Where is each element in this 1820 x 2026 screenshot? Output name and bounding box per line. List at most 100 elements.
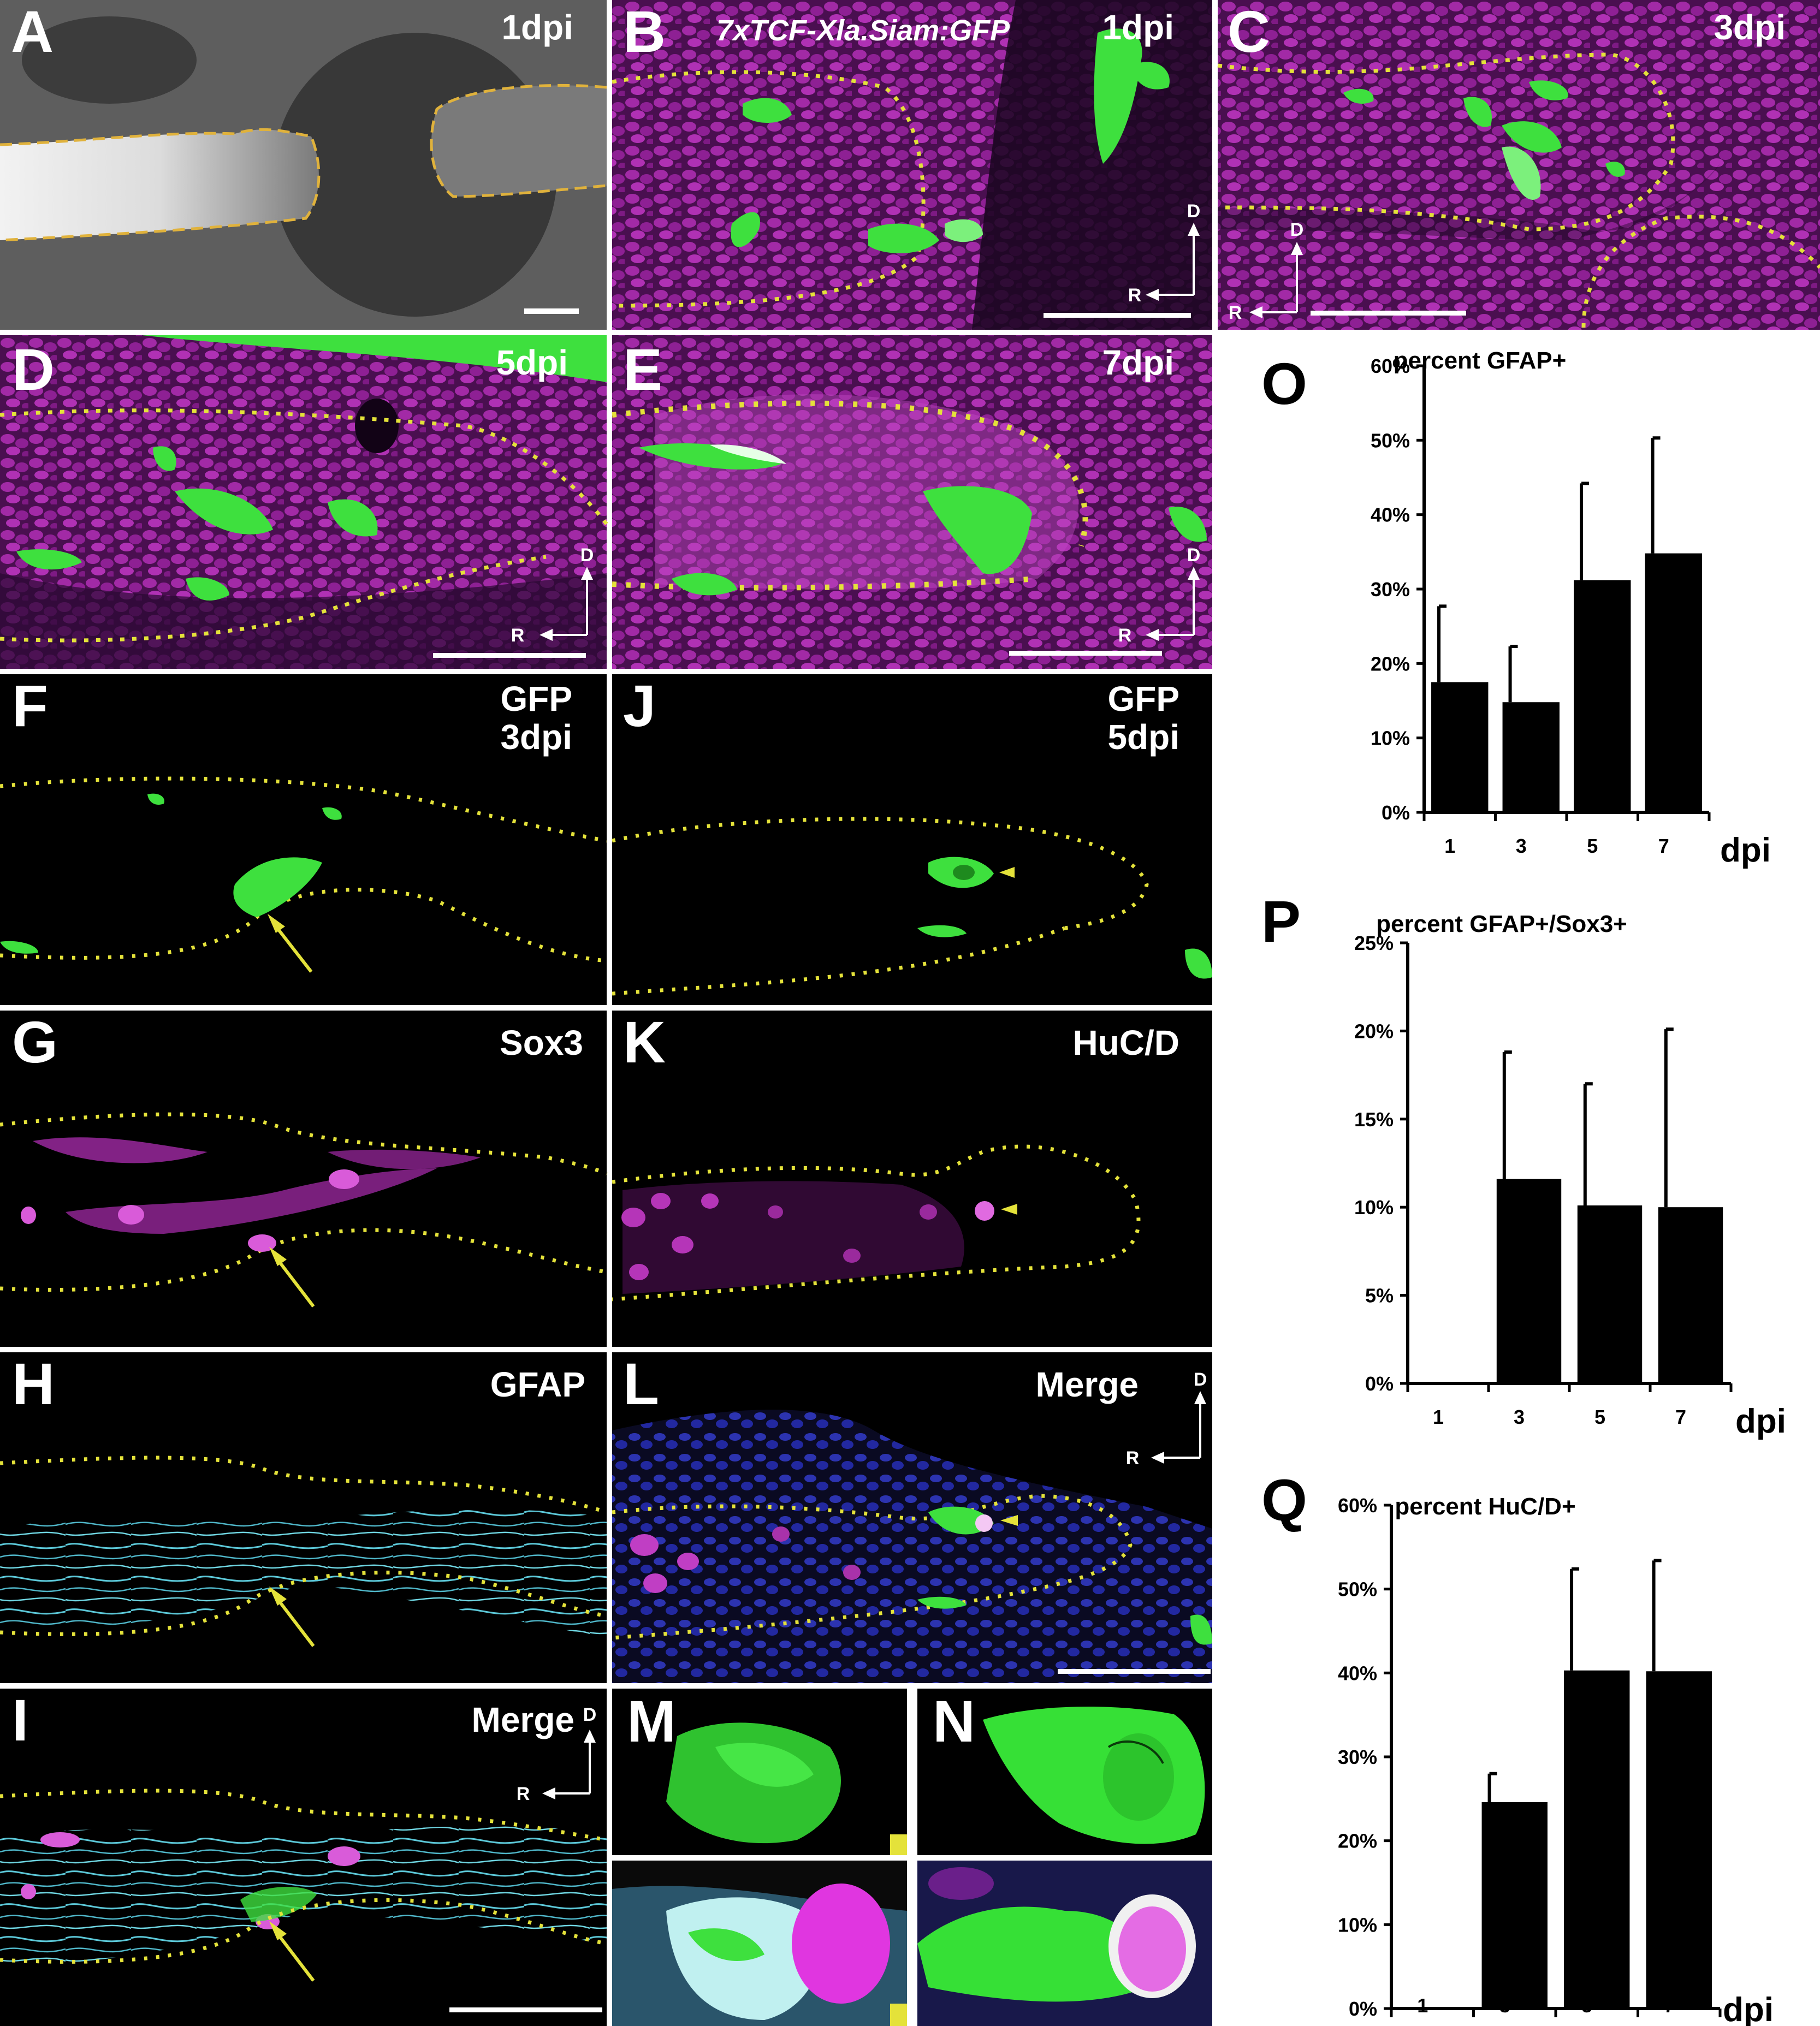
panel-e: D R E 7dpi [612, 335, 1212, 669]
panel-label: GFP [500, 679, 572, 718]
y-tick-label: 20% [1371, 652, 1410, 675]
bar [1646, 1671, 1712, 2009]
panel-letter: B [623, 0, 666, 64]
panel-letter: L [623, 1351, 659, 1417]
x-tick-label: 7 [1658, 835, 1669, 857]
panel-h: H GFAP [0, 1351, 608, 1683]
scale-bar [433, 653, 586, 658]
panel-letter: C [1228, 0, 1270, 64]
chart-title: percent HuC/D+ [1395, 1493, 1575, 1520]
y-tick-label: 50% [1371, 429, 1410, 451]
panel-f: F GFP 3dpi [0, 673, 607, 1005]
y-tick-label: 5% [1365, 1285, 1394, 1307]
dorsal-label: D [1187, 545, 1201, 566]
panel-l: D R L Merge [612, 1351, 1212, 1683]
panel-letter: N [933, 1688, 975, 1754]
panel-label: 7dpi [1102, 343, 1174, 382]
panel-letter: D [12, 336, 55, 402]
panel-letter: K [623, 1009, 666, 1075]
rostral-label: R [1229, 302, 1242, 323]
panel-e-image [612, 335, 1212, 669]
bar [1658, 1207, 1723, 1383]
panel-m: M [612, 1688, 907, 2026]
dorsal-label: D [583, 1704, 597, 1725]
panel-f-image [0, 674, 607, 1005]
panel-d: D R D 5dpi [0, 335, 608, 669]
x-tick-label: 1 [1444, 835, 1455, 857]
y-tick-label: 25% [1354, 932, 1394, 954]
y-tick-label: 60% [1371, 355, 1410, 377]
panel-label: HuC/D [1072, 1023, 1179, 1062]
scale-bar [449, 2007, 602, 2012]
panel-letter: J [623, 673, 656, 739]
panel-g: G Sox3 [0, 1009, 608, 1347]
x-axis-label: dpi [1723, 1991, 1774, 2026]
panel-label: Sox3 [500, 1023, 583, 1062]
x-tick-label: 1 [1433, 1406, 1444, 1428]
y-tick-label: 10% [1371, 727, 1410, 750]
dorsal-label: D [580, 545, 594, 566]
panel-letter: O [1261, 350, 1307, 417]
y-tick-label: 30% [1371, 578, 1410, 601]
panel-label: Merge [1036, 1365, 1139, 1404]
panel-title: 7xTCF-Xla.Siam:GFP [716, 14, 1010, 47]
panel-letter: M [627, 1688, 676, 1754]
rostral-label: R [511, 625, 525, 646]
x-tick-label: 1 [1417, 1994, 1428, 2017]
panel-label: Merge [472, 1700, 575, 1739]
panel-label: 5dpi [496, 343, 568, 382]
scale-bar [524, 308, 579, 314]
x-tick-label: 3 [1499, 1994, 1510, 2017]
orientation-marker: D R [1126, 1369, 1207, 1469]
bar [1574, 580, 1631, 812]
y-tick-label: 20% [1338, 1830, 1377, 1852]
panel-letter: F [12, 673, 48, 739]
bar [1577, 1205, 1643, 1383]
rostral-label: R [1128, 285, 1142, 306]
bar [1645, 553, 1702, 812]
panel-letter: G [12, 1009, 58, 1075]
chart-title: percent GFAP+/Sox3+ [1376, 911, 1627, 937]
y-tick-label: 40% [1371, 504, 1410, 526]
y-tick-label: 50% [1338, 1578, 1377, 1601]
panel-j-image [612, 674, 1212, 1005]
bar [1564, 1670, 1630, 2009]
y-tick-label: 60% [1338, 1494, 1377, 1517]
x-tick-label: 3 [1514, 1406, 1525, 1428]
dorsal-label: D [1194, 1369, 1207, 1390]
panel-letter: P [1261, 888, 1301, 954]
x-axis-label: dpi [1720, 831, 1771, 869]
y-tick-label: 20% [1354, 1020, 1394, 1042]
x-tick-label: 5 [1581, 1994, 1592, 2017]
bar [1431, 682, 1489, 812]
rostral-label: R [517, 1784, 530, 1804]
bar [1481, 1802, 1548, 2009]
x-tick-label: 5 [1587, 835, 1598, 857]
x-tick-label: 7 [1664, 1994, 1675, 2017]
scale-bar [1044, 313, 1191, 318]
panel-i: D R I Merge [0, 1687, 607, 2026]
scale-bar [1058, 1669, 1211, 1674]
panel-label: GFP [1107, 679, 1179, 718]
y-tick-label: 40% [1338, 1662, 1377, 1684]
chart-title: percent GFAP+ [1394, 347, 1567, 374]
x-axis-label: dpi [1735, 1403, 1786, 1440]
bar [1496, 1179, 1562, 1383]
scale-bar [1009, 651, 1162, 656]
panel-letter: E [623, 336, 662, 402]
y-tick-label: 15% [1354, 1108, 1394, 1131]
tissue-outline [0, 128, 321, 242]
panel-letter: I [12, 1687, 28, 1753]
panel-k-image [612, 1011, 1212, 1347]
panel-label: 1dpi [501, 8, 573, 47]
panel-label: 3dpi [500, 717, 572, 757]
x-tick-label: 7 [1675, 1406, 1686, 1428]
panel-letter: H [12, 1351, 55, 1417]
rostral-label: R [1126, 1448, 1140, 1469]
panel-j: J GFP 5dpi [612, 673, 1212, 1005]
panel-k: K HuC/D [612, 1009, 1212, 1347]
